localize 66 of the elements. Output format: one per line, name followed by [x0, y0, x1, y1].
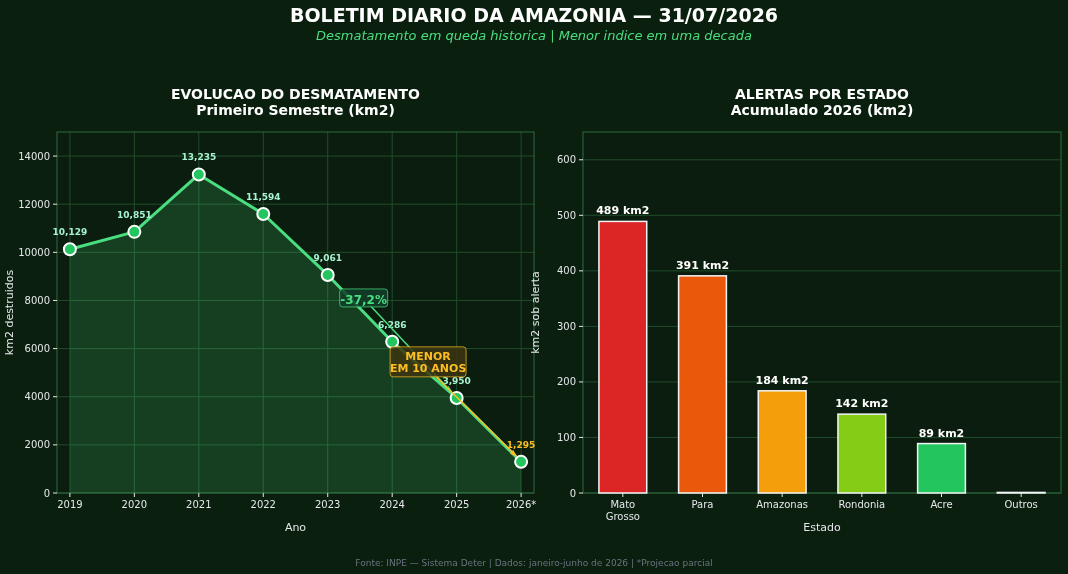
y-axis-title: km2 destruidos: [3, 269, 16, 356]
y-tick-label: 8000: [24, 294, 50, 306]
text: 10,129: [52, 227, 88, 238]
y-tick-label: 12000: [18, 198, 50, 210]
data-label: 184 km2: [755, 373, 809, 387]
text: Desmatamento em queda historica | Menor indice em uma decada: [316, 28, 752, 43]
x-tick-label: 2025: [443, 499, 470, 510]
x-tick-label: 2020: [121, 499, 148, 510]
x-tick-label: 2026*: [505, 499, 537, 510]
annotation: -37,2%: [340, 292, 387, 307]
data-label: 89 km2: [918, 426, 965, 440]
text: 11,594: [245, 191, 281, 202]
x-tick-label: Acre: [930, 499, 953, 510]
chart-title: EVOLUCAO DO DESMATAMENTO: [170, 86, 421, 102]
point: [514, 454, 529, 469]
x-tick-label: 2021: [186, 499, 212, 510]
x-axis-title: Estado: [803, 521, 841, 534]
y-tick-label: 2000: [24, 439, 50, 451]
point: [127, 224, 142, 239]
x-tick-label: 2019: [57, 499, 83, 510]
source-note: Fonte: INPE — Sistema Deter | Dados: janeiro-junho de 2026 | *Projecao parcial: [355, 558, 713, 568]
text: BOLETIM DIARIO DA AMAZONIA — 31/07/2026: [289, 4, 779, 26]
x-tick-label: 2024: [379, 499, 405, 510]
bar: [677, 275, 728, 494]
data-label: 391 km2: [675, 258, 730, 272]
point: [256, 206, 271, 221]
y-tick-label: 300: [556, 320, 576, 332]
text: 9,061: [313, 252, 342, 263]
x-tick-label: Para: [691, 499, 714, 510]
x-axis-title: Ano: [284, 521, 307, 534]
x-tick-label: Amazonas: [756, 499, 809, 510]
bar: [916, 442, 967, 494]
y-tick-label: 4000: [24, 391, 50, 403]
y-tick-label: 0: [569, 487, 576, 499]
y-tick-label: 0: [43, 487, 50, 499]
x-tick-label: Mato Grosso: [605, 499, 640, 522]
annotation: MENOR EM 10 ANOS: [389, 349, 467, 375]
point: [320, 267, 335, 282]
chart-subtitle: Primeiro Semestre (km2): [196, 102, 395, 118]
bar: [598, 220, 648, 494]
y-tick-label: 500: [556, 209, 576, 221]
point: [385, 334, 400, 349]
text: 1,295: [506, 439, 536, 450]
y-axis-title: km2 sob alerta: [529, 271, 542, 354]
y-tick-label: 200: [556, 376, 576, 388]
chart-title: ALERTAS POR ESTADO: [734, 86, 910, 102]
point: [62, 242, 77, 257]
text: 3,950: [442, 375, 471, 386]
y-tick-label: 10000: [18, 246, 50, 258]
y-tick-label: 14000: [18, 150, 50, 162]
point: [191, 167, 206, 182]
y-tick-label: 400: [556, 265, 576, 277]
data-label: 142 km2: [835, 397, 889, 411]
bar: [837, 413, 887, 494]
y-tick-label: 600: [556, 154, 576, 166]
y-tick-label: 6000: [24, 343, 50, 355]
text: 10,851: [116, 209, 152, 220]
bar: [757, 390, 807, 494]
y-tick-label: 100: [556, 431, 576, 443]
x-tick-label: Rondonia: [838, 499, 886, 510]
x-tick-label: Outros: [1004, 499, 1038, 510]
text: 13,235: [181, 152, 217, 163]
data-label: 489 km2: [596, 204, 650, 218]
x-tick-label: 2022: [250, 499, 276, 510]
chart-subtitle: Acumulado 2026 (km2): [730, 102, 914, 118]
x-tick-label: 2023: [315, 499, 341, 510]
